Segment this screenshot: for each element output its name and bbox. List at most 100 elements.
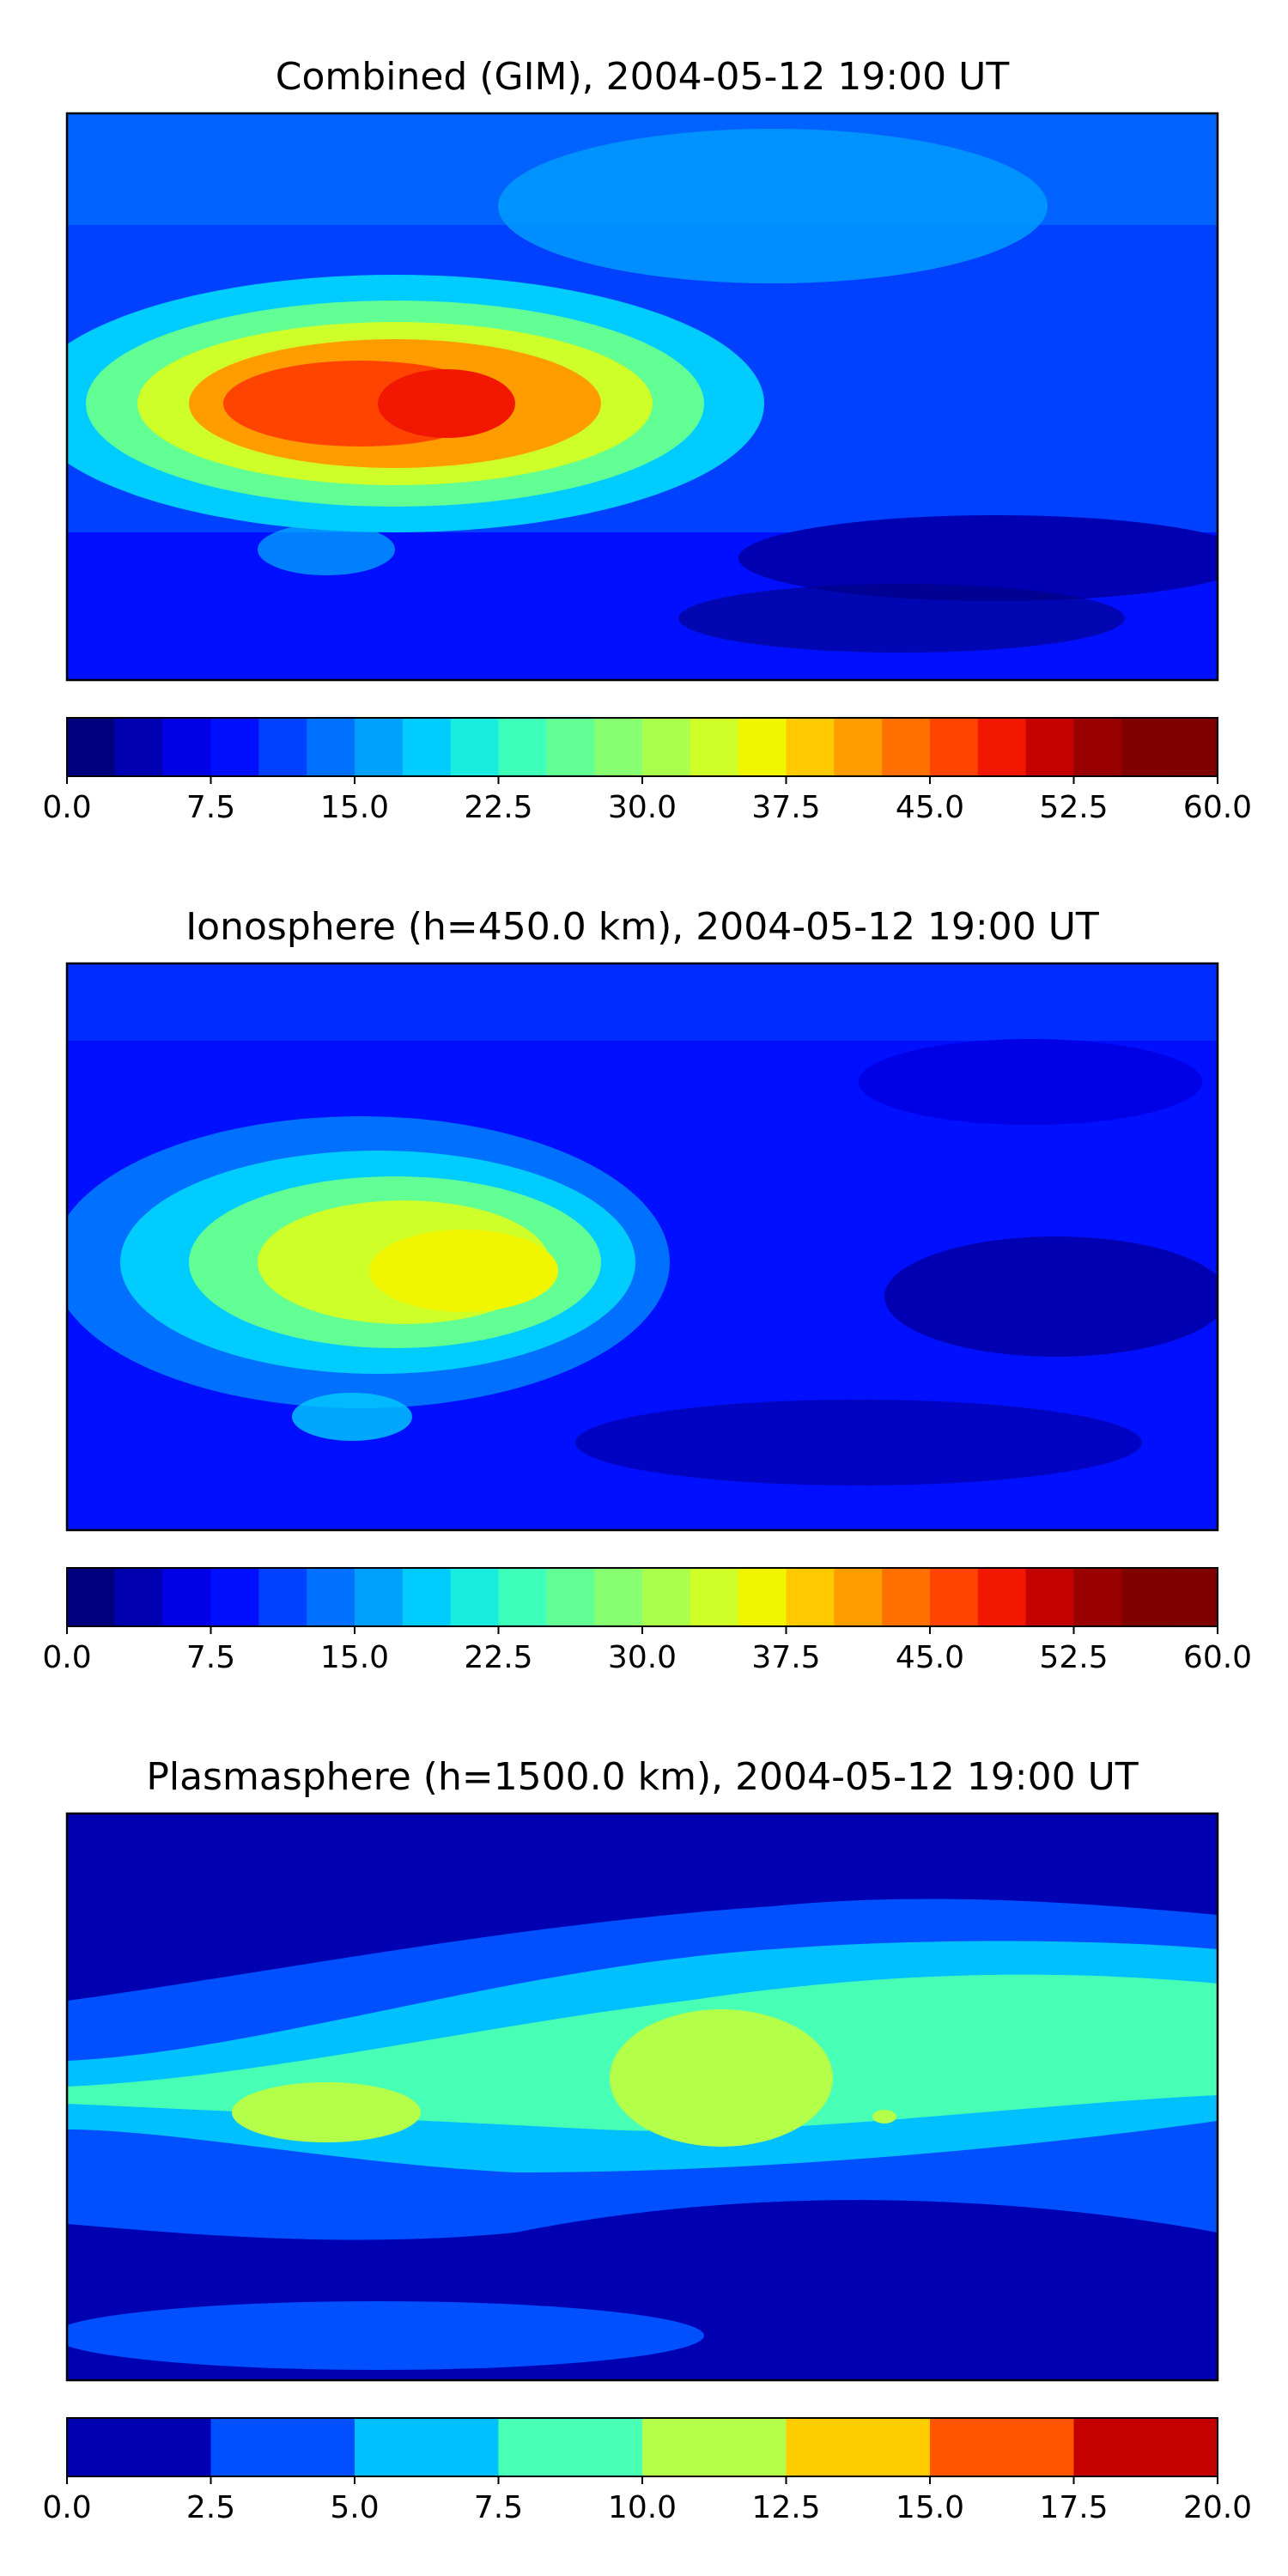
colorbar-tick-label: 15.0 [896, 2490, 964, 2525]
colorbar-tick-label: 30.0 [608, 790, 677, 825]
colorbar-tick-label: 60.0 [1183, 1640, 1252, 1675]
colorbar-tick-label: 0.0 [42, 790, 91, 825]
colorbar-tick-label: 12.5 [751, 2490, 820, 2525]
colorbar-swatch [834, 1568, 883, 1626]
colorbar-tick-label: 15.0 [320, 1640, 389, 1675]
colorbar-swatch [355, 718, 404, 776]
colorbar-swatch [642, 2418, 787, 2476]
colorbar-swatch [786, 718, 835, 776]
colorbar-swatch [834, 718, 883, 776]
colorbar-swatch [450, 1568, 500, 1626]
colorbar-swatch [258, 1568, 307, 1626]
colorbar-ticks: 0.0 7.5 15.0 22.5 30.0 37.5 45.0 52.5 60.0 [42, 1626, 1252, 1675]
colorbar-swatch [355, 2418, 500, 2476]
panel-combined: Combined (GIM), 2004-05-12 19:00 UT 0.0 7… [42, 55, 1252, 825]
panel-title: Combined (GIM), 2004-05-12 19:00 UT [276, 55, 1010, 99]
colorbar-tick-label: 5.0 [330, 2490, 379, 2525]
colorbar-swatch [594, 718, 643, 776]
colorbar-tick-label: 60.0 [1183, 790, 1252, 825]
colorbar-tick-label: 37.5 [751, 1640, 820, 1675]
colorbar-swatch [402, 718, 452, 776]
colorbar-swatch [738, 718, 787, 776]
colorbar-swatch [882, 718, 931, 776]
colorbar-tick-label: 10.0 [608, 2490, 677, 2525]
colorbar-swatch [738, 1568, 787, 1626]
colorbar-swatch [690, 1568, 739, 1626]
colorbar-swatch [642, 718, 691, 776]
colorbar-tick-label: 15.0 [320, 790, 389, 825]
colorbar: 0.0 7.5 15.0 22.5 30.0 37.5 45.0 52.5 60.0 [42, 717, 1252, 825]
colorbar-tick-label: 37.5 [751, 790, 820, 825]
colorbar-swatches [67, 2418, 1218, 2476]
colorbar-swatch [114, 1568, 164, 1626]
map-frame [65, 962, 1219, 1532]
colorbar-swatch [1121, 1568, 1170, 1626]
colorbar-swatch [450, 718, 500, 776]
colorbar-swatch [1170, 1568, 1218, 1626]
colorbar-swatch [930, 718, 979, 776]
colorbar-swatch [402, 1568, 452, 1626]
colorbar-swatch [162, 1568, 212, 1626]
colorbar-tick-label: 52.5 [1039, 790, 1108, 825]
colorbar-swatch [498, 1568, 547, 1626]
colorbar-swatch [882, 1568, 931, 1626]
colorbar-swatch [498, 2418, 643, 2476]
colorbar-swatch [594, 1568, 643, 1626]
colorbar-swatches [67, 1568, 1218, 1626]
panel-plasmasphere: Plasmasphere (h=1500.0 km), 2004-05-12 1… [42, 1755, 1252, 2525]
colorbar-swatch [1073, 718, 1122, 776]
colorbar-tick-label: 0.0 [42, 2490, 91, 2525]
colorbar-tick-label: 22.5 [464, 790, 532, 825]
colorbar-ticks: 0.0 7.5 15.0 22.5 30.0 37.5 45.0 52.5 60.0 [42, 776, 1252, 825]
colorbar-tick-label: 0.0 [42, 1640, 91, 1675]
colorbar-swatch [307, 718, 355, 776]
map-field [67, 1814, 1218, 2380]
colorbar-swatch [307, 1568, 355, 1626]
colorbar-ticks: 0.0 2.5 5.0 7.5 10.0 12.5 15.0 17.5 20.0 [42, 2476, 1252, 2525]
colorbar-swatch [690, 718, 739, 776]
colorbar-swatch [930, 1568, 979, 1626]
colorbar-swatch [355, 1568, 404, 1626]
colorbar-tick-label: 7.5 [186, 1640, 235, 1675]
panel-title: Plasmasphere (h=1500.0 km), 2004-05-12 1… [146, 1755, 1138, 1799]
colorbar-swatch [977, 1568, 1027, 1626]
colorbar-swatch [162, 718, 212, 776]
colorbar-swatch [67, 1568, 116, 1626]
colorbar-swatch [546, 718, 595, 776]
colorbar-swatches [67, 718, 1218, 776]
colorbar-tick-label: 45.0 [896, 1640, 964, 1675]
colorbar-swatch [546, 1568, 595, 1626]
colorbar-swatch [67, 718, 116, 776]
colorbar-swatch [1025, 1568, 1075, 1626]
colorbar-tick-label: 52.5 [1039, 1640, 1108, 1675]
colorbar-swatch [1073, 2418, 1218, 2476]
colorbar-swatch [258, 718, 307, 776]
colorbar-swatch [786, 1568, 835, 1626]
colorbar-swatch [1025, 718, 1075, 776]
colorbar-swatch [67, 2418, 212, 2476]
colorbar-swatch [210, 718, 259, 776]
colorbar-swatch [114, 718, 164, 776]
colorbar-swatch [210, 2418, 355, 2476]
colorbar: 0.0 7.5 15.0 22.5 30.0 37.5 45.0 52.5 60.0 [42, 1567, 1252, 1675]
colorbar-swatch [498, 718, 547, 776]
colorbar-tick-label: 17.5 [1039, 2490, 1108, 2525]
panel-title: Ionosphere (h=450.0 km), 2004-05-12 19:0… [185, 905, 1099, 949]
colorbar-tick-label: 45.0 [896, 790, 964, 825]
map-field [67, 113, 1218, 680]
colorbar-swatch [1073, 1568, 1122, 1626]
colorbar-swatch [1170, 718, 1218, 776]
colorbar-swatch [210, 1568, 259, 1626]
colorbar-swatch [1121, 718, 1170, 776]
colorbar-tick-label: 30.0 [608, 1640, 677, 1675]
colorbar: 0.0 2.5 5.0 7.5 10.0 12.5 15.0 17.5 20.0 [42, 2417, 1252, 2525]
colorbar-swatch [977, 718, 1027, 776]
map-frame [65, 112, 1219, 682]
colorbar-tick-label: 20.0 [1183, 2490, 1252, 2525]
colorbar-tick-label: 2.5 [186, 2490, 235, 2525]
map-frame [65, 1812, 1219, 2382]
colorbar-swatch [642, 1568, 691, 1626]
panel-ionosphere: Ionosphere (h=450.0 km), 2004-05-12 19:0… [42, 905, 1252, 1675]
colorbar-tick-label: 7.5 [186, 790, 235, 825]
